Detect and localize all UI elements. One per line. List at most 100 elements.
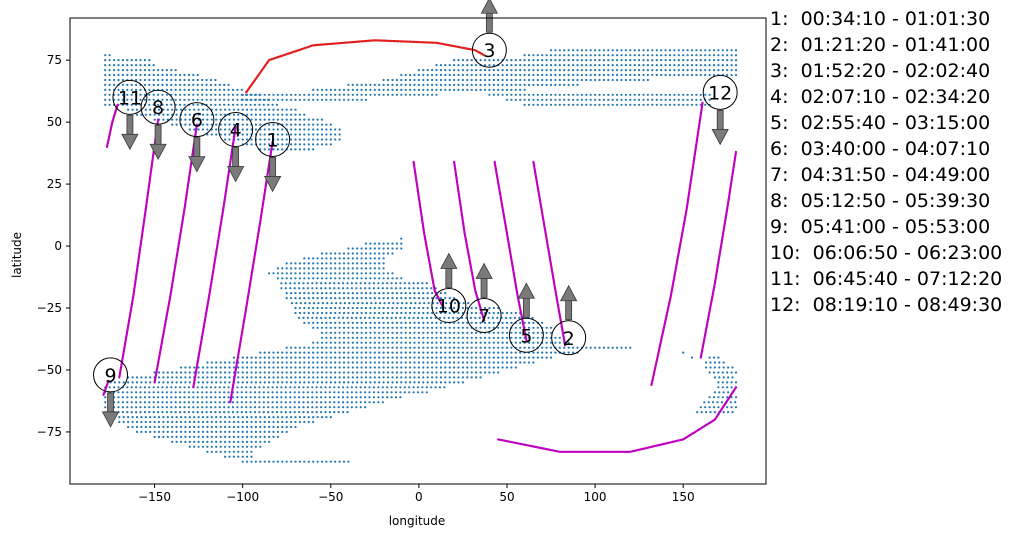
region-point: [192, 401, 195, 404]
arrow-shaft: [445, 267, 453, 288]
region-point: [108, 88, 111, 91]
region-point: [381, 401, 384, 404]
region-point: [334, 277, 337, 280]
region-point: [306, 406, 309, 409]
region-point: [130, 93, 133, 96]
arrow-shaft: [522, 296, 530, 318]
region-point: [153, 425, 156, 429]
legend-entry: 9: 05:41:00 - 05:53:00: [770, 216, 991, 238]
region-point: [576, 346, 579, 349]
region-point: [223, 103, 226, 106]
region-point: [307, 292, 310, 295]
region-point: [241, 381, 244, 384]
region-point: [351, 247, 354, 250]
region-point: [215, 371, 218, 374]
region-point: [307, 376, 310, 379]
region-point: [497, 331, 500, 334]
region-point: [712, 356, 716, 359]
region-point: [400, 311, 403, 315]
region-point: [642, 64, 645, 67]
region-point: [104, 93, 107, 96]
region-point: [237, 420, 240, 424]
region-point: [409, 83, 412, 86]
region-point: [431, 336, 434, 339]
region-point: [192, 406, 195, 409]
region-point: [668, 93, 672, 96]
region-point: [263, 113, 266, 116]
region-point: [241, 440, 244, 443]
region-point: [722, 376, 725, 379]
region-point: [307, 306, 310, 310]
region-point: [458, 302, 461, 305]
region-point: [386, 371, 390, 374]
region-point: [514, 93, 517, 96]
region-point: [187, 401, 190, 404]
legend-entry: 1: 00:34:10 - 01:01:30: [770, 8, 991, 30]
region-point: [567, 98, 570, 101]
region-point: [470, 341, 473, 344]
region-point: [699, 59, 702, 62]
region-point: [377, 287, 380, 290]
region-point: [127, 416, 130, 419]
region-point: [563, 98, 566, 101]
region-point: [298, 361, 301, 364]
region-point: [228, 420, 231, 424]
region-point: [470, 361, 473, 364]
region-point: [488, 336, 491, 339]
region-point: [276, 420, 279, 424]
region-point: [197, 430, 200, 433]
region-point: [148, 69, 151, 72]
region-point: [303, 460, 306, 463]
region-point: [268, 435, 271, 438]
region-point: [726, 54, 729, 57]
region-point: [356, 83, 359, 86]
region-point: [386, 361, 390, 364]
region-point: [373, 331, 376, 334]
region-point: [329, 366, 332, 369]
region-point: [479, 83, 482, 86]
region-point: [413, 93, 416, 96]
region-point: [303, 267, 306, 270]
region-point: [470, 78, 473, 82]
region-point: [713, 366, 717, 369]
region-point: [391, 242, 394, 245]
region-point: [338, 257, 341, 260]
region-point: [224, 455, 227, 458]
region-point: [563, 78, 566, 82]
region-point: [386, 247, 390, 250]
region-point: [378, 292, 381, 295]
region-point: [315, 406, 318, 409]
region-point: [686, 103, 689, 106]
region-point: [215, 366, 218, 369]
region-point: [250, 143, 253, 146]
region-point: [391, 247, 394, 250]
region-point: [241, 460, 244, 463]
region-point: [382, 366, 385, 369]
region-point: [452, 316, 455, 319]
region-point: [347, 98, 350, 101]
region-point: [312, 302, 316, 305]
region-point: [501, 341, 504, 344]
region-point: [391, 356, 394, 359]
region-point: [567, 54, 570, 57]
region-point: [510, 88, 513, 91]
region-point: [563, 54, 566, 57]
region-point: [730, 54, 733, 57]
region-point: [298, 366, 301, 369]
region-point: [121, 411, 124, 414]
region-point: [192, 396, 195, 399]
region-point: [201, 406, 204, 409]
region-point: [162, 108, 165, 111]
region-point: [377, 396, 380, 399]
region-point: [391, 341, 394, 344]
region-point: [272, 133, 275, 136]
region-point: [268, 416, 271, 419]
region-point: [210, 435, 213, 438]
region-point: [461, 356, 464, 359]
region-point: [417, 306, 420, 310]
region-point: [391, 272, 394, 275]
region-point: [263, 361, 266, 364]
region-point: [409, 306, 412, 310]
region-point: [325, 93, 328, 96]
region-point: [532, 78, 535, 82]
